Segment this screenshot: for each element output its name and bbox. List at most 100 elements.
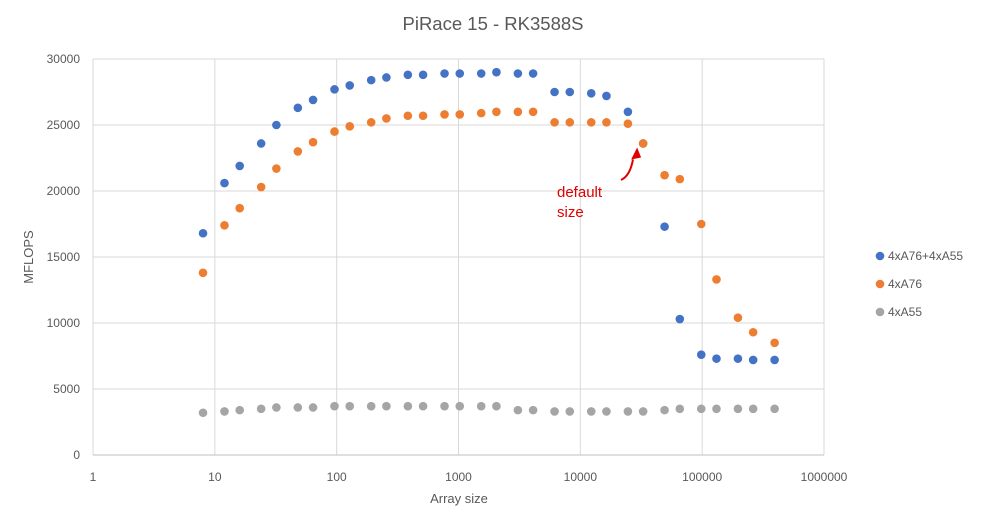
data-point: [308, 137, 318, 147]
data-point: [638, 407, 648, 416]
data-point: [565, 118, 575, 127]
gridlines: [92, 58, 825, 456]
data-point: [330, 85, 339, 94]
data-point: [675, 404, 685, 414]
data-point: [293, 103, 303, 113]
data-point: [382, 73, 391, 82]
data-point: [366, 75, 376, 85]
data-point: [492, 67, 501, 77]
data-point: [733, 354, 743, 363]
data-point: [638, 139, 648, 148]
data-point: [696, 404, 706, 414]
data-point: [345, 401, 355, 411]
data-point: [660, 405, 669, 415]
data-point: [198, 408, 208, 418]
data-point: [308, 95, 318, 105]
data-point: [528, 69, 538, 78]
legend-label: 4xA55: [888, 305, 922, 319]
data-point: [712, 354, 721, 363]
data-point: [220, 407, 229, 416]
data-point: [748, 327, 758, 337]
data-point: [623, 107, 633, 117]
data-point: [256, 139, 266, 148]
x-tick-label: 1: [90, 470, 97, 484]
series-2: [198, 401, 779, 418]
data-point: [308, 403, 318, 412]
data-point: [602, 91, 611, 101]
data-point: [418, 70, 428, 80]
data-point: [198, 228, 208, 238]
data-point: [293, 403, 303, 412]
annotation-arrow-line: [620, 159, 634, 181]
data-point: [330, 401, 339, 411]
data-point: [565, 87, 575, 97]
data-point: [660, 170, 669, 180]
y-tick-label: 25000: [47, 118, 81, 132]
data-point: [293, 147, 303, 156]
data-point: [550, 118, 559, 127]
data-point: [220, 178, 229, 188]
annotation-arrow-head: [631, 147, 642, 160]
data-point: [770, 338, 779, 348]
data-point: [440, 401, 449, 411]
data-point: [550, 87, 559, 97]
data-point: [235, 405, 245, 415]
data-point: [256, 182, 266, 192]
y-tick-label: 0: [73, 448, 80, 462]
data-point: [476, 401, 486, 411]
data-point: [586, 407, 596, 416]
data-point: [455, 401, 465, 411]
data-point: [586, 118, 596, 127]
data-point: [528, 405, 538, 415]
data-point: [492, 107, 501, 117]
data-point: [602, 407, 611, 416]
data-point: [256, 404, 266, 414]
data-point: [330, 127, 339, 136]
data-point: [220, 221, 229, 230]
legend-marker: [875, 279, 885, 289]
data-point: [513, 69, 523, 78]
data-point: [476, 108, 486, 118]
data-point: [602, 118, 611, 127]
data-point: [748, 404, 758, 414]
legend: 4xA76+4xA55 4xA76 4xA55: [875, 249, 963, 319]
data-point: [623, 407, 633, 416]
data-point: [345, 81, 355, 90]
data-point: [235, 161, 245, 171]
data-point: [272, 164, 281, 173]
y-tick-label: 30000: [47, 52, 81, 66]
data-point: [418, 401, 428, 411]
data-point: [476, 69, 486, 78]
data-point: [382, 401, 391, 411]
x-tick-label: 10: [208, 470, 222, 484]
x-tick-label: 100: [327, 470, 347, 484]
series-1: [198, 107, 779, 348]
data-point: [272, 120, 281, 130]
y-axis-title: MFLOPS: [21, 230, 36, 284]
data-point: [696, 350, 706, 359]
y-tick-label: 15000: [47, 250, 81, 264]
data-point: [492, 401, 501, 411]
data-point: [696, 219, 706, 229]
data-point: [712, 275, 721, 284]
data-point: [382, 114, 391, 123]
annotation-text: default: [557, 184, 603, 201]
legend-marker: [875, 251, 885, 261]
y-tick-label: 5000: [53, 382, 80, 396]
data-point: [675, 314, 685, 324]
axis-ticks: 0 5000 10000 15000 20000 25000 30000 1 10 100 1000…: [47, 52, 848, 484]
legend-label: 4xA76: [888, 277, 922, 291]
annotation: default size: [557, 147, 642, 221]
data-point: [235, 203, 245, 213]
data-point: [403, 70, 413, 80]
data-point: [733, 313, 743, 323]
data-point: [565, 407, 575, 416]
data-point: [770, 404, 779, 414]
data-point: [623, 119, 633, 128]
data-point: [440, 69, 449, 78]
legend-label: 4xA76+4xA55: [888, 249, 963, 263]
data-point: [660, 222, 669, 231]
data-point: [403, 401, 413, 411]
data-point: [440, 110, 449, 119]
